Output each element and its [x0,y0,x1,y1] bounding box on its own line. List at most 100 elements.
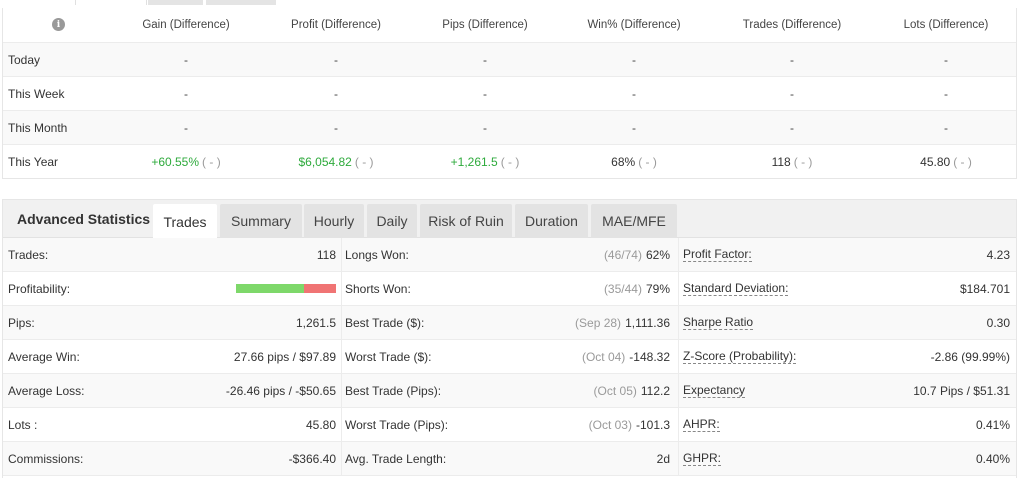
win-value: - [632,120,636,135]
win-value: - [632,86,636,101]
tab-trades[interactable]: Trades [153,204,217,239]
stat-label-profit-factor[interactable]: Profit Factor: [683,238,752,271]
stat-value: -148.32 [629,349,670,364]
stats-row: Pips: 1,261.5 Best Trade ($): (Sep 28) 1,… [3,306,1016,340]
profit-difference: ( - ) [354,155,374,169]
profit-value: - [334,52,338,67]
stat-value: 1,111.36 [625,315,670,330]
lots-difference: ( - ) [953,155,972,169]
stat-label-trades: Trades: [8,247,49,262]
tab-risk-of-ruin[interactable]: Risk of Ruin [420,204,512,238]
stat-label-worst-trade-pips: Worst Trade (Pips): [345,417,449,432]
stats-row: Average Win: 27.66 pips / $97.89 Worst T… [3,340,1016,374]
stat-value-ghpr: 0.40% [975,451,1010,466]
trades-value: 118 [771,155,791,169]
profitability-bar-win [236,284,304,293]
trades-difference: ( - ) [793,155,813,169]
top-tab-stub[interactable] [206,0,276,5]
row-label: Today [8,52,41,67]
stat-value-lots: 45.80 [305,417,336,432]
stats-row: Trades: 118 Longs Won: (46/74) 62% Profit… [3,238,1016,272]
pips-value: +1,261.5 [450,155,498,169]
stat-note: (Sep 28) [575,315,622,330]
period-row-this-week: This Week - - - - - - [3,77,1016,111]
stat-value-worst-trade-dollar: (Oct 04) -148.32 [582,340,670,373]
stat-label-average-loss: Average Loss: [8,383,85,398]
win-cell: 68% ( - ) [569,145,699,179]
stat-label-standard-deviation[interactable]: Standard Deviation: [683,272,789,305]
stat-note: (Oct 04) [581,349,626,364]
stat-label-commissions: Commissions: [8,451,84,466]
stat-label-expectancy[interactable]: Expectancy [683,374,746,407]
tab-hourly[interactable]: Hourly [304,204,364,238]
lots-value: - [944,52,948,67]
period-row-this-year: This Year +60.55% ( - ) $6,054.82 ( - ) … [3,145,1016,179]
stat-value-shorts-won: (35/44) 79% [604,272,670,305]
stat-value-profit-factor: 4.23 [986,247,1010,262]
tooltip-label[interactable]: Z-Score (Probability): [683,349,797,364]
stat-label-pips: Pips: [8,315,35,330]
advanced-statistics-title: Advanced Statistics [17,211,151,227]
tooltip-label[interactable]: AHPR: [683,417,720,432]
tooltip-label[interactable]: Standard Deviation: [683,281,789,296]
gain-value: - [184,52,188,67]
stats-row: Average Loss: -26.46 pips / -$50.65 Best… [3,374,1016,408]
stat-value-ahpr: 0.41% [975,417,1010,432]
tooltip-label[interactable]: Profit Factor: [683,247,752,262]
period-row-this-month: This Month - - - - - - [3,111,1016,145]
stat-value: -101.3 [635,417,670,432]
profitability-bar-loss [304,284,336,293]
tab-summary[interactable]: Summary [220,204,302,238]
stat-note: (35/44) [603,281,642,296]
trades-statistics-table: Trades: 118 Longs Won: (46/74) 62% Profit… [3,238,1016,476]
gain-value: - [184,120,188,135]
stat-value-pips: 1,261.5 [295,315,336,330]
stat-label-best-trade-dollar: Best Trade ($): [345,315,425,330]
period-row-today: Today - - - - - - [3,43,1016,77]
stat-label-ahpr[interactable]: AHPR: [683,408,720,441]
stat-value-standard-deviation: $184.701 [959,281,1010,296]
tab-duration[interactable]: Duration [515,204,588,238]
top-tab-stub[interactable] [148,0,203,5]
pips-value: - [483,52,487,67]
stat-label-sharpe-ratio[interactable]: Sharpe Ratio [683,306,754,339]
tooltip-label[interactable]: GHPR: [683,451,722,466]
stat-label-z-score[interactable]: Z-Score (Probability): [683,340,797,373]
trades-value: - [790,86,794,101]
stat-note: (Oct 03) [588,417,632,432]
stat-value-average-loss: -26.46 pips / -$50.65 [225,383,336,398]
stat-label-worst-trade-dollar: Worst Trade ($): [345,349,432,364]
stat-note: (Oct 05) [593,383,637,398]
stat-label-avg-trade-length: Avg. Trade Length: [345,451,447,466]
gain-value: +60.55% [151,155,200,169]
stat-value-worst-trade-pips: (Oct 03) -101.3 [589,408,670,441]
stat-value-expectancy: 10.7 Pips / $51.31 [913,383,1010,398]
tab-daily[interactable]: Daily [367,204,417,238]
row-label: This Week [8,86,65,101]
stats-row: Commissions: -$366.40 Avg. Trade Length:… [3,442,1016,476]
stat-value-profitability [236,272,336,305]
stat-value: 62% [645,247,670,262]
lots-value: - [944,120,948,135]
pips-value: - [483,120,487,135]
stat-label-ghpr[interactable]: GHPR: [683,442,722,475]
profit-value: - [334,86,338,101]
header-gain: Gain (Difference) [142,19,230,31]
stat-value-longs-won: (46/74) 62% [604,238,670,271]
period-table-header: i Gain (Difference) Profit (Difference) … [3,8,1016,43]
profit-value: $6,054.82 [298,155,352,169]
header-profit: Profit (Difference) [291,19,381,31]
top-tab-stub-active[interactable] [75,0,147,5]
period-table: i Gain (Difference) Profit (Difference) … [2,8,1017,179]
stat-label-best-trade-pips: Best Trade (Pips): [345,383,442,398]
tooltip-label[interactable]: Sharpe Ratio [683,315,754,330]
tab-mae-mfe[interactable]: MAE/MFE [591,204,677,238]
tooltip-label[interactable]: Expectancy [683,383,746,398]
lots-value: 45.80 [920,155,951,169]
stat-value: 112.2 [640,383,670,398]
trades-cell: 118 ( - ) [727,145,857,179]
header-lots: Lots (Difference) [903,19,989,31]
info-icon[interactable]: i [52,18,65,31]
stats-row: Profitability: Shorts Won: (35/44) 79% St… [3,272,1016,306]
stats-row: Lots : 45.80 Worst Trade (Pips): (Oct 03… [3,408,1016,442]
